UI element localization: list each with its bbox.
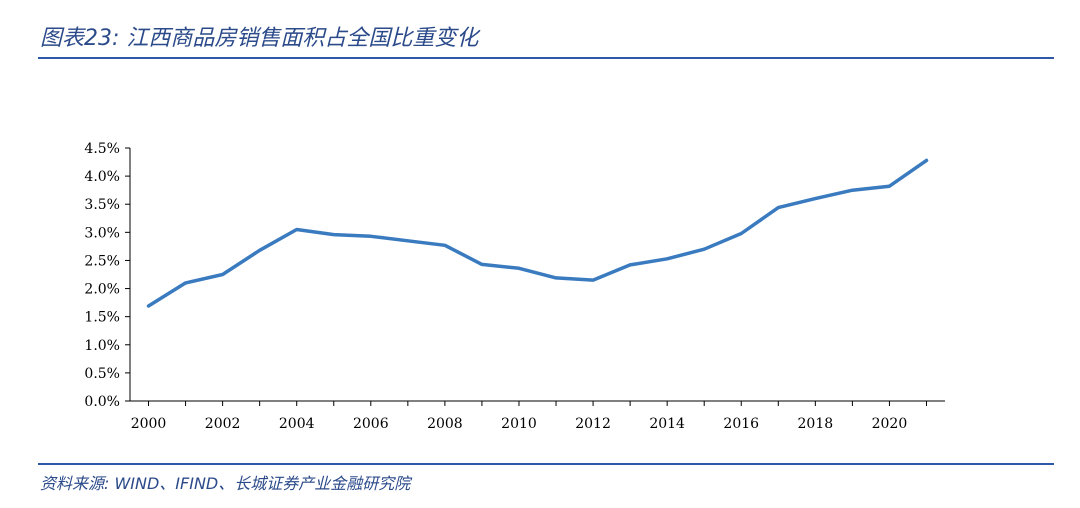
y-tick-label: 3.5%: [84, 197, 120, 213]
y-tick-label: 1.5%: [84, 310, 120, 326]
y-tick-label: 0.5%: [84, 366, 120, 382]
y-tick-label: 2.0%: [84, 282, 120, 298]
x-tick-label: 2014: [649, 416, 685, 432]
x-tick-label: 2010: [501, 416, 537, 432]
chart-series: [146, 158, 929, 308]
y-axis-ticks: 0.0% 0.5% 1.0% 1.5% 2.0% 2.5% 3.0% 3.5% 4.0% 4.5%: [84, 141, 130, 410]
y-tick-label: 4.0%: [84, 169, 120, 185]
title-divider: [38, 57, 1054, 59]
x-tick-label: 2008: [427, 416, 463, 432]
y-tick-label: 3.0%: [84, 225, 120, 241]
x-tick-label: 2018: [798, 416, 834, 432]
x-tick-label: 2012: [575, 416, 611, 432]
source-divider: [38, 463, 1054, 465]
x-tick-label: 2006: [353, 416, 389, 432]
y-tick-label: 1.0%: [84, 338, 120, 354]
x-tick-label: 2000: [131, 416, 167, 432]
source-note: 资料来源: WIND、IFIND、长城证券产业金融研究院: [40, 474, 411, 493]
x-tick-label: 2004: [279, 416, 315, 432]
chart-axes: [129, 148, 945, 402]
y-tick-label: 2.5%: [84, 253, 120, 269]
x-tick-label: 2002: [205, 416, 241, 432]
x-axis-ticks: 2000 2002 2004 2006 2008 2010 2012 2014 2016 2018…: [131, 401, 927, 432]
y-tick-label: 4.5%: [84, 141, 120, 157]
series-line: [146, 158, 929, 308]
chart-title: 图表23: 江西商品房销售面积占全国比重变化: [40, 26, 479, 51]
y-tick-label: 0.0%: [84, 394, 120, 410]
x-tick-label: 2016: [723, 416, 759, 432]
x-tick-label: 2020: [872, 416, 908, 432]
